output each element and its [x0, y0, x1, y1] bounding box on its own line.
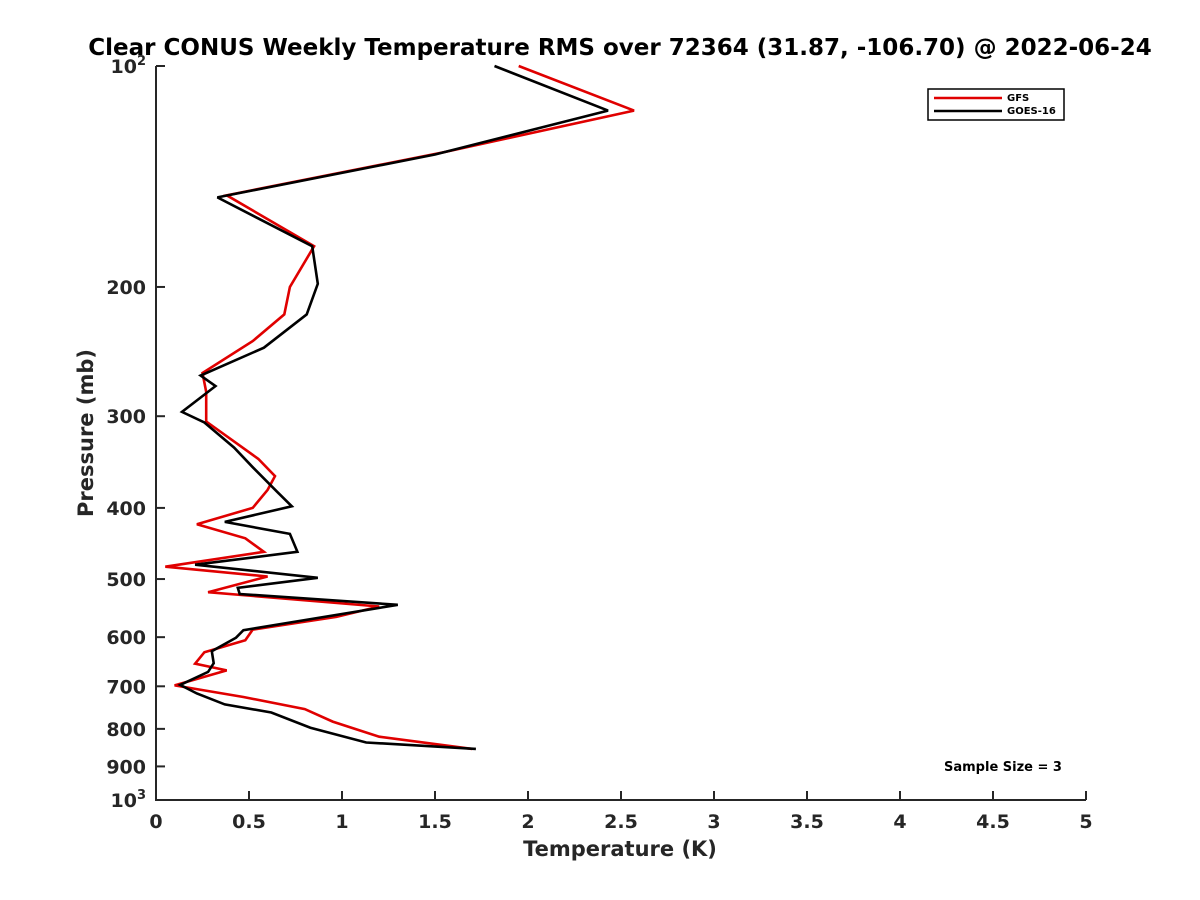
x-tick-label: 3: [707, 811, 720, 833]
legend-box: [927, 88, 1065, 121]
x-tick-label: 0: [149, 811, 162, 833]
axes: 0 0.5 1 1.5 2 2.5 3 3.5 4 4.5 5 102 200 300 400 500 600…: [106, 54, 1092, 833]
x-axis-label: Temperature (K): [523, 837, 717, 861]
series-line-goes16: [177, 64, 609, 751]
x-ticks: 0 0.5 1 1.5 2 2.5 3 3.5 4 4.5 5: [149, 791, 1093, 833]
y-tick-label: 300: [106, 406, 146, 428]
x-tick-label: 2.5: [604, 811, 638, 833]
x-tick-label: 4.5: [976, 811, 1010, 833]
x-tick-label: 1.5: [418, 811, 452, 833]
y-ticks: 102 200 300 400 500 600 700 800 900 103: [106, 54, 165, 812]
y-tick-label: 900: [106, 756, 146, 778]
plot-area: [165, 64, 635, 751]
y-tick-label: 500: [106, 569, 146, 591]
y-axis-label: Pressure (mb): [74, 349, 98, 517]
chart-title: Clear CONUS Weekly Temperature RMS over …: [88, 35, 1151, 61]
x-tick-label: 0.5: [232, 811, 266, 833]
sample-size-annotation: Sample Size = 3: [944, 760, 1062, 775]
series-layer: [165, 64, 635, 751]
legend-label-gfs: GFS: [1007, 93, 1029, 104]
y-tick-label: 600: [106, 627, 146, 649]
x-tick-label: 1: [335, 811, 348, 833]
y-tick-label: 102: [111, 54, 147, 78]
y-tick-label: 200: [106, 277, 146, 299]
x-tick-label: 2: [521, 811, 534, 833]
x-tick-label: 5: [1079, 811, 1092, 833]
y-tick-label: 400: [106, 498, 146, 520]
x-tick-label: 3.5: [790, 811, 824, 833]
x-tick-label: 4: [893, 811, 906, 833]
y-tick-label: 800: [106, 719, 146, 741]
legend-label-goes16: GOES-16: [1007, 106, 1056, 117]
series-line-gfs: [165, 64, 635, 751]
y-tick-label: 103: [111, 788, 147, 812]
y-tick-label: 700: [106, 676, 146, 698]
legend: GFS GOES-16: [927, 88, 1065, 121]
